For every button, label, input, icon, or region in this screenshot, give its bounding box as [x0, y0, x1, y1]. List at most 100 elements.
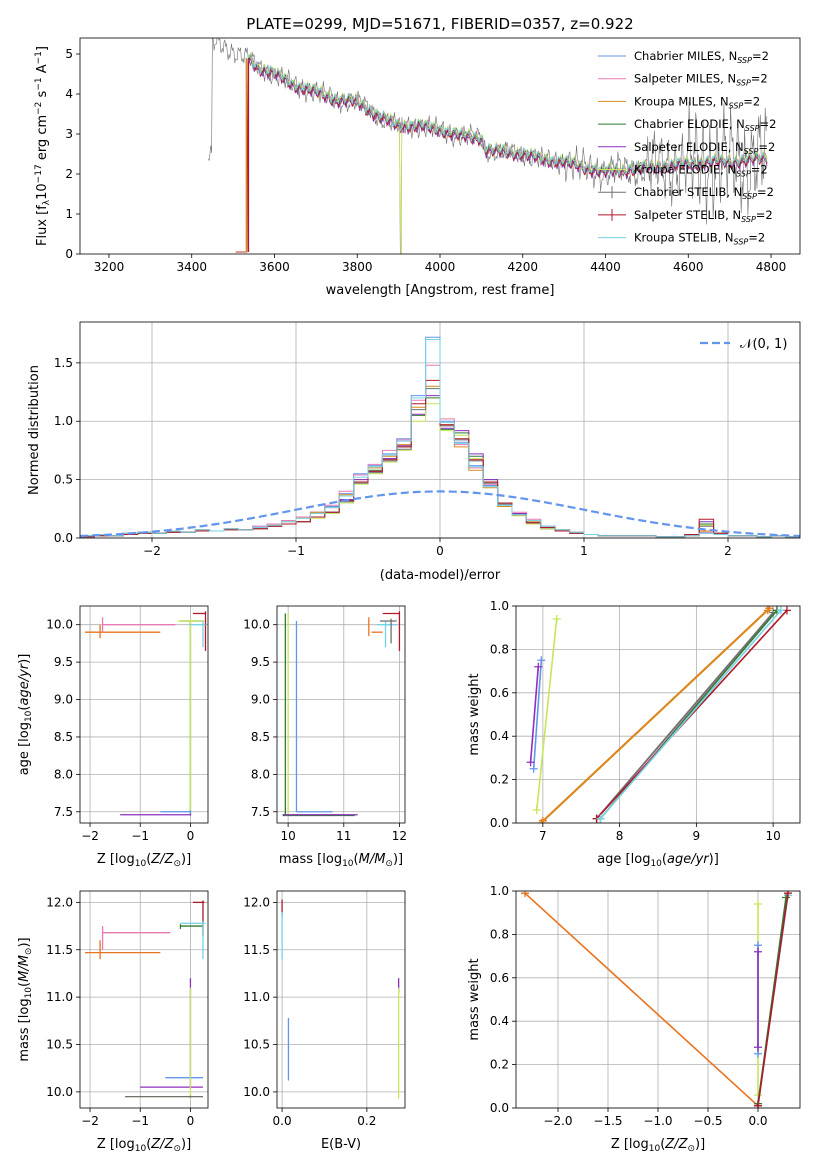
weight-marker — [596, 814, 605, 823]
x-tick-label: −1 — [131, 829, 149, 843]
x-tick-label: 0 — [436, 544, 444, 558]
x-axis-label: Z [log10(Z/Z⊙)] — [611, 1137, 705, 1154]
x-tick-label: 0.2 — [357, 1114, 376, 1128]
x-tick-label: 3200 — [94, 260, 125, 274]
x-tick-label: 0.0 — [273, 1114, 292, 1128]
x-tick-label: 3800 — [342, 260, 373, 274]
x-tick-label: 1 — [580, 544, 588, 558]
x-tick-label: 9 — [693, 829, 701, 843]
age-vs-metallicity-axes: −2 −1 0 7.5 8.0 8.5 9.0 9.5 10.0 Z [log10(Z/Z⊙)] a… — [17, 605, 209, 869]
weight-line — [540, 609, 769, 823]
x-tick-label: 3600 — [259, 260, 290, 274]
y-tick-label: 1.0 — [54, 414, 73, 428]
weight-marker — [754, 900, 762, 909]
y-tick-label: 11.0 — [243, 990, 270, 1004]
legend-label: Salpeter ELODIE, NSSP=2 — [634, 140, 775, 156]
legend-label: Salpeter MILES, NSSP=2 — [634, 72, 768, 88]
x-tick-label: 2 — [724, 544, 732, 558]
weight-marker — [521, 891, 529, 898]
figure-title: PLATE=0299, MJD=51671, FIBERID=0357, z=0… — [246, 15, 633, 33]
y-tick-label: 2 — [65, 167, 73, 181]
age-vs-mass-axes: 10 11 12 7.5 8.0 8.5 9.0 9.5 10.0 mass [log10(M/M… — [243, 605, 407, 869]
y-tick-label: 1 — [65, 207, 73, 221]
x-tick-label: 8 — [616, 829, 624, 843]
weight-marker — [552, 615, 561, 624]
plot-area — [80, 336, 800, 538]
y-tick-label: 0.2 — [490, 773, 509, 787]
x-tick-label: 10 — [765, 829, 780, 843]
y-tick-label: 12.0 — [46, 895, 73, 909]
axes-frame — [79, 605, 209, 824]
x-tick-label: −2 — [81, 1114, 99, 1128]
x-tick-label: 0 — [187, 1114, 195, 1128]
y-tick-label: 10.0 — [243, 1085, 270, 1099]
model-spectrum — [235, 57, 768, 253]
x-tick-label: −1.5 — [593, 1114, 622, 1128]
x-tick-label: 0 — [187, 829, 195, 843]
x-tick-label: 3400 — [176, 260, 207, 274]
axes-frame — [276, 605, 406, 824]
x-tick-label: −1 — [131, 1114, 149, 1128]
weight-vs-age-axes: 7 8 9 10 0.0 0.2 0.4 0.6 0.8 1.0 age [log10(age/yr… — [467, 599, 801, 869]
y-tick-label: 10.0 — [46, 618, 73, 632]
y-tick-label: 0.0 — [54, 531, 73, 545]
histogram-step — [80, 339, 800, 538]
y-tick-label: 11.0 — [46, 990, 73, 1004]
weight-marker — [529, 764, 538, 773]
weight-marker — [754, 947, 762, 956]
y-tick-label: 0.4 — [490, 1014, 509, 1028]
y-tick-label: 10.5 — [46, 1038, 73, 1052]
x-tick-label: 0.0 — [748, 1114, 767, 1128]
x-axis-label: (data-model)/error — [380, 568, 501, 583]
y-tick-label: 4 — [65, 87, 73, 101]
weight-line — [535, 618, 558, 811]
weight-marker — [784, 891, 792, 898]
y-tick-label: 0.5 — [54, 473, 73, 487]
y-tick-label: 0.8 — [490, 642, 509, 656]
weight-marker — [776, 606, 785, 615]
weight-marker — [754, 1043, 762, 1052]
x-tick-label: 4400 — [590, 260, 621, 274]
weight-marker — [537, 656, 546, 665]
y-axis-label: age [log10(age/yr)] — [17, 654, 34, 776]
plot-area — [282, 611, 401, 817]
legend-label: Chabrier ELODIE, NSSP=2 — [634, 117, 776, 133]
y-tick-label: 7.5 — [251, 805, 270, 819]
y-tick-label: 10.0 — [243, 618, 270, 632]
x-tick-label: 4200 — [507, 260, 538, 274]
x-tick-label: −2 — [81, 829, 99, 843]
weight-marker — [534, 662, 543, 671]
x-axis-label: wavelength [Angstrom, rest frame] — [326, 283, 555, 298]
axes-frame — [276, 890, 406, 1109]
x-tick-label: 10 — [280, 829, 295, 843]
x-tick-label: −0.5 — [693, 1114, 722, 1128]
y-tick-label: 0.6 — [490, 971, 509, 985]
plot-area — [521, 891, 792, 1108]
legend-label: Kroupa MILES, NSSP=2 — [634, 94, 760, 110]
weight-marker — [532, 805, 541, 814]
axes-frame — [79, 890, 209, 1109]
y-tick-label: 0.8 — [490, 927, 509, 941]
y-tick-label: 9.5 — [54, 655, 73, 669]
legend-label: Chabrier MILES, NSSP=2 — [634, 49, 769, 65]
x-tick-label: 4600 — [673, 260, 704, 274]
x-tick-label: −2.0 — [543, 1114, 572, 1128]
x-axis-label: Z [log10(Z/Z⊙)] — [97, 852, 191, 869]
plot-area — [281, 899, 400, 1099]
normal-curve — [80, 490, 800, 538]
y-tick-label: 8.0 — [54, 767, 73, 781]
plot-area — [85, 611, 207, 816]
weight-marker — [763, 606, 772, 615]
x-axis-label: mass [log10(M/M⊙)] — [279, 852, 403, 869]
weight-line — [532, 660, 543, 769]
spectrum-axes: 3200 3400 3600 3800 4000 4200 4400 4600 4800 0 1 2 3… — [34, 37, 801, 298]
residuals-axes: −2 −1 0 1 2 0.0 0.5 1.0 1.5 𝒩(0, 1) (data-model)/e… — [27, 321, 801, 583]
y-tick-label: 9.5 — [251, 655, 270, 669]
weight-marker — [782, 893, 790, 902]
y-tick-label: 1.0 — [490, 884, 509, 898]
axes-frame — [515, 605, 801, 824]
weight-marker — [754, 1101, 762, 1108]
plot-area — [85, 900, 206, 1099]
weight-marker — [537, 819, 546, 823]
